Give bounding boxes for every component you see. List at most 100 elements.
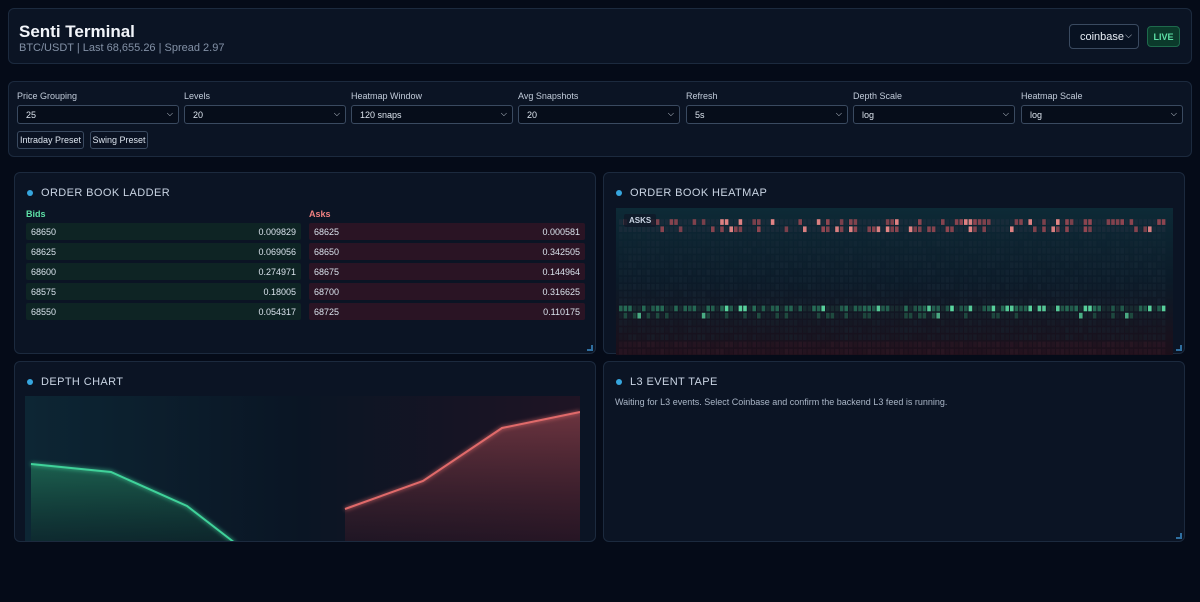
heatmap-cell <box>899 219 904 225</box>
heatmap-cell <box>775 269 779 276</box>
heatmap-cell <box>982 348 986 355</box>
heatmap-cell <box>936 269 940 276</box>
heatmap-cell <box>1157 226 1161 233</box>
heatmap-cell <box>844 320 848 326</box>
heatmap-cell <box>1157 305 1161 312</box>
heatmap-cell <box>849 226 853 233</box>
heatmap-cell <box>637 341 641 348</box>
heatmap-cell <box>752 334 756 341</box>
heatmap-cell <box>1037 226 1042 233</box>
heatmap-cell <box>637 248 641 254</box>
app-title: Senti Terminal <box>19 22 135 41</box>
heatmap-cell <box>1088 284 1092 290</box>
heatmap-cell <box>849 240 853 247</box>
heatmap-cell <box>1069 327 1074 333</box>
heatmap-cell <box>858 262 862 269</box>
heatmap-cell <box>720 327 724 333</box>
heatmap-cell <box>1157 269 1161 276</box>
heatmap-cell <box>1069 284 1074 290</box>
heatmap-cell <box>706 233 710 240</box>
heatmap-cell <box>1092 284 1097 290</box>
heatmap-cell <box>724 233 729 240</box>
avg-snapshots-select[interactable]: 20 ⌵ <box>518 105 680 124</box>
depth-scale-select[interactable]: log ⌵ <box>853 105 1015 124</box>
heatmap-cell <box>1069 255 1074 261</box>
heatmap-cell <box>885 269 890 276</box>
resize-handle[interactable] <box>1176 533 1182 539</box>
heatmap-panel-title: ORDER BOOK HEATMAP <box>616 187 767 199</box>
heatmap-cell <box>1148 341 1152 348</box>
levels-select[interactable]: 20 ⌵ <box>184 105 346 124</box>
heatmap-cell <box>655 327 660 333</box>
heatmap-cell <box>991 276 996 283</box>
heatmap-cell <box>991 255 996 261</box>
heatmap-cell <box>881 327 885 333</box>
heatmap-cell <box>991 219 996 225</box>
resize-handle[interactable] <box>1176 345 1182 351</box>
heatmap-cell <box>858 269 862 276</box>
heatmap-cell <box>665 255 669 261</box>
heatmap-cell <box>941 291 945 297</box>
heatmap-cell <box>1102 312 1106 319</box>
heatmap-cell <box>637 320 641 326</box>
heatmap-cell <box>646 312 651 319</box>
heatmap-cell <box>908 341 913 348</box>
heatmap-cell <box>619 219 623 225</box>
heatmap-cell <box>1134 276 1138 283</box>
heatmap-cell <box>1152 255 1157 261</box>
heatmap-cell <box>784 298 789 305</box>
heatmap-cell <box>715 305 720 312</box>
heatmap-cell <box>651 284 655 290</box>
heatmap-cell <box>844 348 848 355</box>
heatmap-window-select[interactable]: 120 snaps ⌵ <box>351 105 513 124</box>
heatmap-cell <box>798 327 802 333</box>
heatmap-cell <box>789 248 793 254</box>
heatmap-cell <box>757 269 761 276</box>
heatmap-cell <box>743 240 747 247</box>
heatmap-cell <box>991 305 996 312</box>
heatmap-cell <box>720 233 724 240</box>
heatmap-cell <box>881 341 885 348</box>
heatmap-cell <box>706 248 710 254</box>
heatmap-cell <box>987 269 991 276</box>
heatmap-cell <box>1106 219 1111 225</box>
heatmap-cell <box>1097 276 1101 283</box>
heatmap-cell <box>738 348 743 355</box>
heatmap-cell <box>697 240 701 247</box>
heatmap-scale-select[interactable]: log ⌵ <box>1021 105 1183 124</box>
heatmap-cell <box>632 312 637 319</box>
resize-handle[interactable] <box>587 345 593 351</box>
heatmap-cell <box>835 298 839 305</box>
heatmap-cell <box>724 219 729 225</box>
heatmap-cell <box>927 284 931 290</box>
heatmap-cell <box>743 248 747 254</box>
heatmap-cell <box>973 298 977 305</box>
heatmap-cell <box>945 312 950 319</box>
heatmap-cell <box>678 348 683 355</box>
heatmap-cell <box>1079 284 1083 290</box>
price-grouping-select[interactable]: 25 ⌵ <box>17 105 179 124</box>
heatmap-cell <box>752 298 756 305</box>
heatmap-cell <box>936 233 940 240</box>
heatmap-cell <box>683 269 687 276</box>
swing-preset-button[interactable]: Swing Preset <box>90 131 148 149</box>
heatmap-window-value: 120 snaps <box>360 109 402 120</box>
heatmap-cell <box>798 233 802 240</box>
exchange-select[interactable]: coinbase ⌵ <box>1069 24 1139 49</box>
refresh-select[interactable]: 5s ⌵ <box>686 105 848 124</box>
heatmap-cell <box>913 348 917 355</box>
heatmap-cell <box>789 334 793 341</box>
heatmap-cell <box>816 219 821 225</box>
heatmap-cell <box>1111 219 1115 225</box>
heatmap-cell <box>720 284 724 290</box>
header-bar: Senti Terminal BTC/USDT | Last 68,655.26… <box>8 8 1192 64</box>
intraday-preset-button[interactable]: Intraday Preset <box>17 131 84 149</box>
heatmap-cell <box>766 269 770 276</box>
heatmap-cell <box>853 284 858 290</box>
heatmap-cell <box>1138 269 1143 276</box>
heatmap-cell <box>1134 312 1138 319</box>
heatmap-cell <box>642 240 646 247</box>
heatmap-cell <box>1037 255 1042 261</box>
heatmap-cell <box>830 320 835 326</box>
heatmap-cell <box>674 226 678 233</box>
